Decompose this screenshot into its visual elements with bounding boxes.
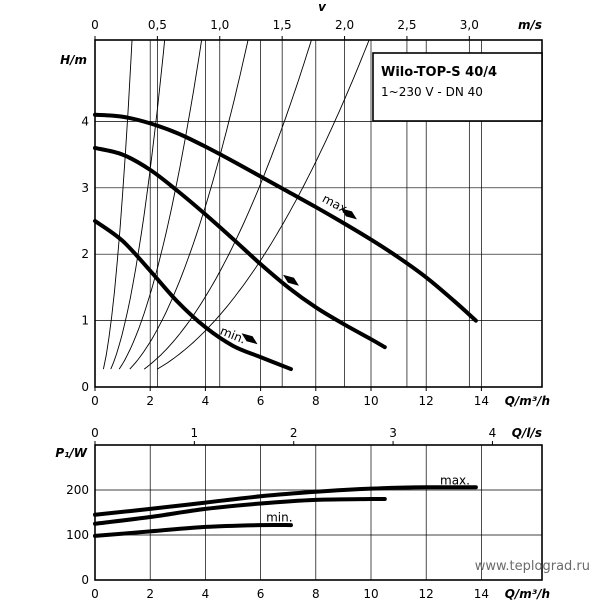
duty-point-marker xyxy=(340,208,357,220)
top-axis-label: m/s xyxy=(518,18,542,32)
y-axis-label: H/m xyxy=(60,53,87,67)
duty-point-marker xyxy=(282,274,299,286)
power-annotation: max. xyxy=(440,474,470,488)
x-axis-label: Q/m³/h xyxy=(505,587,550,600)
top-tick-label: 2 xyxy=(290,426,298,440)
y-axis-label: P₁/W xyxy=(55,446,87,460)
plot-frame xyxy=(94,444,543,581)
system-curve xyxy=(157,40,370,370)
x-tick-label: 10 xyxy=(363,394,378,408)
x-tick-label: 4 xyxy=(202,587,210,600)
head-curve-max xyxy=(93,112,478,323)
x-tick-label: 14 xyxy=(474,587,489,600)
y-tick-label: 2 xyxy=(81,247,89,261)
head-curve-min xyxy=(93,219,293,372)
power-curve-min xyxy=(93,522,293,538)
top-tick-label: 1,0 xyxy=(210,18,229,32)
y-tick-label: 0 xyxy=(81,380,89,394)
x-tick-label: 2 xyxy=(146,394,154,408)
curve-annotation: min. xyxy=(218,324,248,347)
head-curve-mid xyxy=(93,145,387,350)
x-tick-label: 12 xyxy=(419,394,434,408)
top-tick-label: 1,5 xyxy=(273,18,292,32)
x-tick-label: 6 xyxy=(257,394,265,408)
system-curve xyxy=(143,40,312,370)
y-tick-label: 200 xyxy=(66,483,89,497)
x-tick-label: 8 xyxy=(312,394,320,408)
top-tick-label: 2,0 xyxy=(335,18,354,32)
x-tick-label: 10 xyxy=(363,587,378,600)
system-curve xyxy=(102,40,133,370)
y-tick-label: 1 xyxy=(81,314,89,328)
watermark: www.teplograd.ru xyxy=(475,559,590,574)
x-tick-label: 0 xyxy=(91,587,99,600)
x-tick-label: 0 xyxy=(91,394,99,408)
top-tick-label: 3 xyxy=(389,426,397,440)
top-tick-label: 0 xyxy=(91,18,99,32)
y-tick-label: 100 xyxy=(66,528,89,542)
y-tick-label: 3 xyxy=(81,181,89,195)
top-tick-label: 0 xyxy=(91,426,99,440)
top-tick-label: 4 xyxy=(489,426,497,440)
top-tick-label: 0,5 xyxy=(148,18,167,32)
power-curve-max xyxy=(93,485,478,517)
system-curve xyxy=(118,40,203,370)
top-tick-label: 2,5 xyxy=(397,18,416,32)
x-tick-label: 4 xyxy=(202,394,210,408)
x-tick-label: 6 xyxy=(257,587,265,600)
y-tick-label: 4 xyxy=(81,114,89,128)
x-tick-label: 14 xyxy=(474,394,489,408)
x-tick-label: 12 xyxy=(419,587,434,600)
system-curves xyxy=(102,40,370,370)
chart-title: Wilo-TOP-S 40/4 xyxy=(381,65,497,80)
top-tick-label: 3,0 xyxy=(460,18,479,32)
top-axis-label: Q/l/s xyxy=(512,426,542,440)
top-tick-label: 1 xyxy=(191,426,199,440)
y-tick-label: 0 xyxy=(81,573,89,587)
chart-subtitle: 1~230 V - DN 40 xyxy=(381,85,483,99)
power-curve-mid xyxy=(93,496,387,526)
x-tick-label: 2 xyxy=(146,587,154,600)
x-tick-label: 8 xyxy=(312,587,320,600)
top-axis-symbol: v xyxy=(318,0,327,14)
duty-point-marker xyxy=(241,333,258,345)
title-box: Wilo-TOP-S 40/4 1~230 V - DN 40 xyxy=(372,52,543,122)
title-box-frame xyxy=(372,52,543,122)
plot-frame xyxy=(94,39,543,388)
power-annotation: min. xyxy=(266,511,292,525)
x-axis-label: Q/m³/h xyxy=(505,394,550,408)
system-curve xyxy=(129,40,249,370)
system-curve xyxy=(110,40,166,370)
